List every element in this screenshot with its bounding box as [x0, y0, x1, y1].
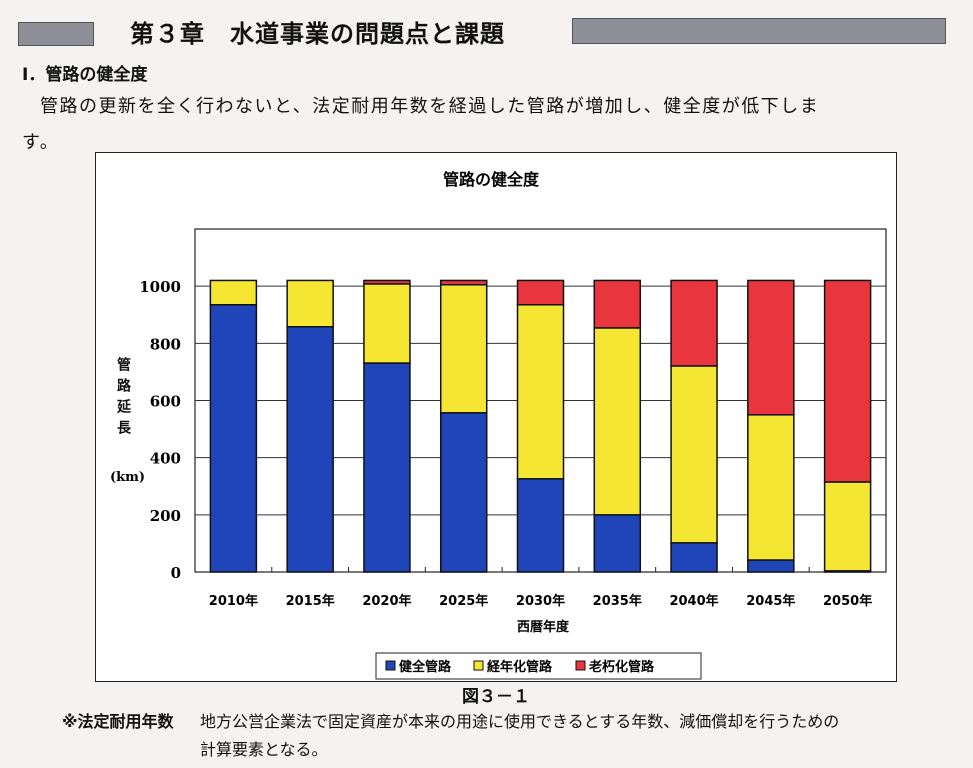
bar-segment-aging [209, 279, 258, 306]
figure-caption: 図３－１ [462, 687, 530, 707]
chart-title: 管路の健全度 [443, 170, 540, 189]
bar-segment-healthy [593, 514, 642, 573]
bar-segment-healthy [670, 542, 718, 573]
bar-segment-deteriorated [670, 279, 718, 367]
x-tick-label: 2035年 [593, 593, 642, 609]
legend-box [375, 652, 702, 680]
bar-segment-healthy [439, 412, 488, 573]
bar-segment-deteriorated [439, 279, 488, 286]
bar-segment-aging [516, 303, 565, 480]
bar-segment-healthy [363, 362, 411, 573]
legend-swatch [473, 660, 484, 671]
x-tick-label: 2050年 [823, 593, 872, 609]
paragraph-line-2: す。 [22, 132, 60, 153]
y-tick-label: 800 [150, 335, 181, 353]
note-line-1: 地方公営企業法で固定資産が本来の用途に使用できるとする年数、減価償却を行うための [200, 712, 840, 731]
bar-segment-aging [286, 279, 334, 328]
note-label: ※法定耐用年数 [62, 712, 174, 731]
y-tick-label: 400 [150, 450, 181, 468]
x-tick-label: 2020年 [362, 593, 411, 609]
legend-label: 健全管路 [399, 659, 452, 675]
bar-segment-aging [747, 414, 795, 561]
bar-segment-deteriorated [363, 279, 411, 285]
header-decoration-right [572, 18, 946, 44]
bar-segment-healthy [516, 478, 565, 573]
legend-swatch [575, 660, 586, 671]
section-title: Ⅰ．管路の健全度 [22, 65, 148, 85]
x-tick-label: 2010年 [209, 593, 258, 609]
x-tick-label: 2025年 [439, 593, 488, 609]
bar-segment-deteriorated [516, 279, 565, 306]
x-axis-title: 西暦年度 [517, 619, 570, 635]
legend-label: 老朽化管路 [588, 659, 655, 675]
stacked-bar-chart: 管路の健全度 0 200 400 600 800 1000 (km) 2010年 2015年 202… [110, 170, 887, 680]
x-tick-label: 2015年 [286, 593, 335, 609]
y-tick-label: 1000 [139, 278, 181, 296]
bar-segment-deteriorated [823, 279, 872, 483]
legend-label: 経年化管路 [487, 659, 553, 675]
bar-segment-healthy [209, 303, 258, 573]
bar-segment-aging [363, 283, 411, 364]
header-decoration-left [18, 22, 94, 46]
y-tick-label: 200 [150, 507, 181, 525]
x-tick-label: 2045年 [746, 593, 795, 609]
chart-container: 管路の健全度 0 200 400 600 800 1000 (km) 2010年 2015年 202… [95, 152, 897, 682]
chapter-title: 第３章 水道事業の問題点と課題 [130, 20, 505, 48]
bar-segment-healthy [286, 326, 334, 573]
legend-swatch [385, 660, 396, 671]
y-axis-unit: (km) [110, 470, 145, 485]
bar-segment-aging [593, 327, 642, 516]
bar-segment-aging [823, 481, 872, 572]
note-line-2: 計算要素となる。 [200, 740, 328, 759]
bar-segment-deteriorated [593, 279, 642, 329]
y-axis-label: 管路延長 [115, 357, 131, 441]
bar-segment-deteriorated [747, 279, 795, 416]
y-tick-label: 0 [171, 564, 181, 582]
bar-segment-aging [439, 283, 488, 414]
x-tick-label: 2030年 [516, 593, 565, 609]
paragraph-line-1: 管路の更新を全く行わないと、法定耐用年数を経過した管路が増加し、健全度が低下しま [40, 96, 820, 117]
bar-segment-healthy [747, 559, 795, 573]
x-tick-label: 2040年 [669, 593, 718, 609]
y-tick-label: 600 [150, 393, 181, 411]
bar-segment-aging [670, 365, 718, 544]
